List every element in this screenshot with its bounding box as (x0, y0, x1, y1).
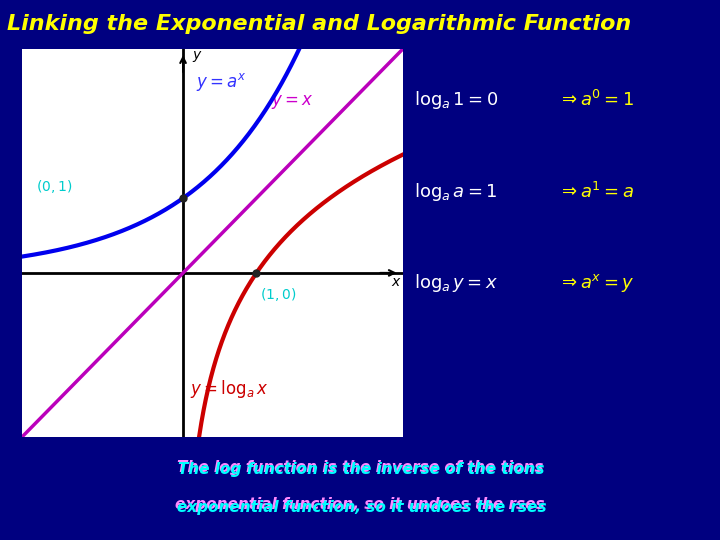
Text: The log function is the inverse of the tions: The log function is the inverse of the t… (178, 462, 545, 477)
Text: $\log_a 1 = 0$: $\log_a 1 = 0$ (414, 89, 498, 111)
Text: The log function is the inverse of the tions: The log function is the inverse of the t… (176, 460, 544, 475)
Text: exponential function, so it undoes the rses: exponential function, so it undoes the r… (175, 497, 545, 512)
Text: $\Rightarrow a^1 = a$: $\Rightarrow a^1 = a$ (558, 181, 634, 202)
Text: $y = x$: $y = x$ (271, 93, 314, 111)
Text: $(0,1)$: $(0,1)$ (36, 178, 73, 194)
Text: $\log_a a = 1$: $\log_a a = 1$ (414, 181, 498, 202)
Text: exponential function, so it undoes the rses: exponential function, so it undoes the r… (176, 500, 546, 515)
Text: $(1,0)$: $(1,0)$ (260, 286, 297, 303)
Text: $\log_a y = x$: $\log_a y = x$ (414, 273, 498, 294)
Text: $y$: $y$ (192, 49, 202, 64)
Text: $y = \log_a x$: $y = \log_a x$ (190, 377, 269, 400)
Text: $x$: $x$ (390, 275, 401, 289)
Text: Linking the Exponential and Logarithmic Function: Linking the Exponential and Logarithmic … (7, 14, 631, 33)
Text: $\Rightarrow a^0 = 1$: $\Rightarrow a^0 = 1$ (558, 90, 634, 110)
Text: $y = a^x$: $y = a^x$ (197, 71, 247, 93)
Text: $\Rightarrow a^x = y$: $\Rightarrow a^x = y$ (558, 273, 635, 294)
